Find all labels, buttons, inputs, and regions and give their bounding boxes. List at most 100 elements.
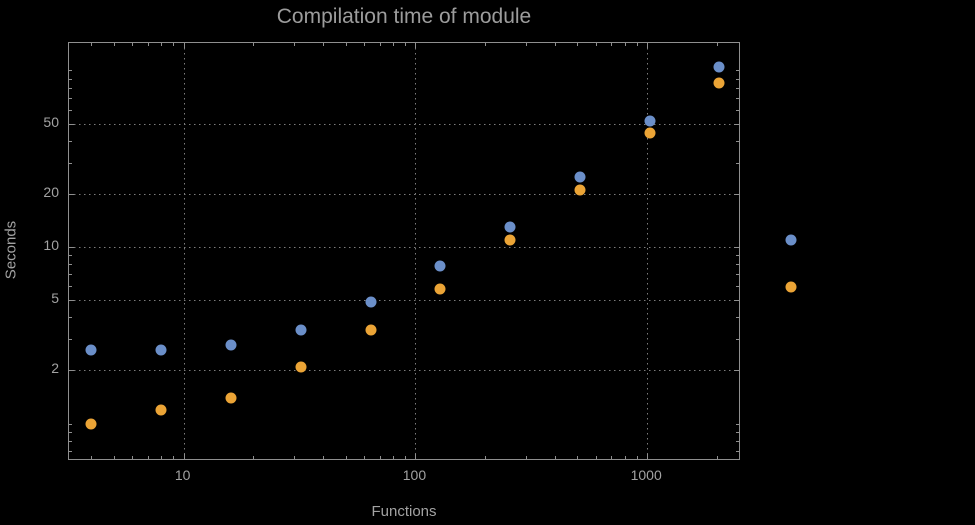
y-axis-tick	[69, 162, 72, 164]
data-point	[85, 344, 97, 356]
data-point	[434, 260, 446, 272]
x-axis-tick-mirror	[91, 43, 93, 46]
x-axis-tick-mirror	[253, 43, 255, 46]
x-axis-tick-mirror	[716, 43, 718, 46]
data-point	[295, 361, 307, 373]
x-axis-tick	[91, 456, 93, 459]
y-axis-tick	[69, 140, 72, 142]
data-point	[295, 324, 307, 336]
y-tick-label: 5	[51, 290, 59, 307]
x-axis-tick	[554, 456, 556, 459]
x-axis-tick-mirror	[132, 43, 134, 46]
x-axis-tick	[147, 456, 149, 459]
gridline-horizontal	[69, 246, 739, 248]
x-axis-tick-mirror	[611, 43, 613, 46]
y-axis-tick	[69, 431, 72, 433]
x-axis-tick-mirror	[379, 43, 381, 46]
data-point	[225, 392, 237, 404]
x-axis-tick-mirror	[173, 43, 175, 46]
y-axis-tick-mirror	[736, 450, 739, 452]
y-axis-tick-mirror	[736, 140, 739, 142]
data-point	[365, 324, 376, 336]
y-axis-tick-mirror	[736, 423, 739, 425]
y-axis-tick	[69, 78, 72, 80]
x-axis-tick-mirror	[183, 43, 185, 48]
y-axis-tick-mirror	[734, 246, 739, 248]
x-axis-tick	[577, 456, 579, 459]
y-axis-tick-mirror	[734, 193, 739, 195]
x-axis-tick-mirror	[624, 43, 626, 46]
data-point	[574, 171, 586, 183]
x-axis-tick	[485, 456, 487, 459]
y-axis-tick-mirror	[736, 264, 739, 266]
x-axis-tick	[183, 454, 185, 459]
x-axis-tick-mirror	[485, 43, 487, 46]
y-axis-tick	[69, 87, 72, 89]
x-axis-tick	[379, 456, 381, 459]
data-point	[574, 184, 586, 196]
x-axis-tick-mirror	[345, 43, 347, 46]
x-axis-tick	[647, 454, 649, 459]
x-axis-tick-mirror	[526, 43, 527, 46]
y-axis-tick	[69, 423, 72, 425]
x-axis-tick	[364, 456, 366, 459]
data-point	[504, 221, 516, 233]
x-axis-tick	[404, 456, 406, 459]
x-axis-tick	[294, 456, 296, 459]
y-axis-tick	[69, 193, 74, 195]
data-point	[85, 418, 97, 430]
data-point	[713, 77, 725, 89]
y-axis-tick-mirror	[736, 431, 739, 433]
data-point	[155, 344, 167, 356]
x-axis-tick	[716, 456, 718, 459]
y-axis-tick	[69, 450, 72, 452]
x-axis-tick-mirror	[147, 43, 149, 46]
y-axis-tick	[69, 286, 72, 288]
x-axis-tick	[132, 456, 134, 459]
y-axis-tick	[69, 123, 74, 125]
data-point	[713, 61, 725, 73]
x-axis-tick-mirror	[364, 43, 366, 46]
y-axis-tick-mirror	[736, 440, 739, 442]
data-point	[504, 234, 516, 246]
x-axis-tick-mirror	[647, 43, 649, 48]
x-axis-tick	[611, 456, 613, 459]
x-tick-label: 100	[402, 467, 427, 483]
gridline-vertical	[647, 43, 649, 459]
x-axis-tick-mirror	[404, 43, 406, 46]
y-axis-tick	[69, 264, 72, 266]
y-axis-tick	[69, 246, 74, 248]
x-axis-tick-mirror	[415, 43, 417, 48]
y-axis-tick-mirror	[734, 370, 739, 372]
x-axis-tick	[173, 456, 175, 459]
gridline-horizontal	[69, 370, 739, 372]
y-axis-tick-mirror	[736, 286, 739, 288]
x-axis-tick	[345, 456, 347, 459]
legend-marker-series-2	[785, 281, 797, 293]
gridline-horizontal	[69, 193, 739, 195]
x-axis-tick-mirror	[595, 43, 597, 46]
y-axis-tick	[69, 370, 74, 372]
gridline-vertical	[415, 43, 417, 459]
y-tick-label: 10	[43, 236, 59, 253]
y-axis-tick-mirror	[736, 274, 739, 276]
x-axis-tick-mirror	[554, 43, 556, 46]
y-axis-tick-mirror	[736, 255, 739, 257]
y-axis-tick	[69, 339, 72, 341]
x-axis-tick	[595, 456, 597, 459]
y-axis-tick-mirror	[736, 97, 739, 99]
x-axis-tick	[526, 456, 527, 459]
data-point	[434, 283, 446, 295]
x-axis-label: Functions	[371, 503, 437, 520]
y-axis-tick	[69, 97, 72, 99]
gridline-vertical	[183, 43, 185, 459]
y-tick-label: 50	[43, 113, 59, 130]
y-axis-tick	[69, 255, 72, 257]
data-point	[155, 404, 167, 416]
x-axis-tick	[253, 456, 255, 459]
y-axis-tick-mirror	[734, 123, 739, 125]
legend-marker-series-1	[785, 234, 797, 246]
data-point	[644, 115, 656, 127]
y-axis-tick	[69, 300, 74, 302]
x-axis-tick	[392, 456, 394, 459]
